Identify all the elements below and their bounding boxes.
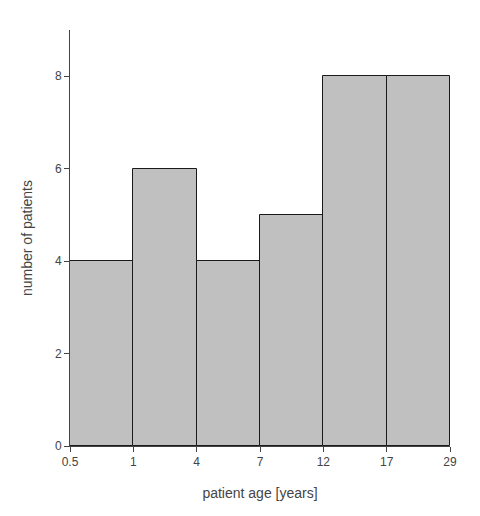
svg-text:7: 7	[257, 455, 264, 469]
svg-text:0.5: 0.5	[62, 455, 79, 469]
svg-text:patient age [years]: patient age [years]	[202, 485, 317, 501]
svg-text:6: 6	[55, 162, 62, 176]
svg-text:8: 8	[55, 69, 62, 83]
svg-text:4: 4	[193, 455, 200, 469]
svg-text:2: 2	[55, 347, 62, 361]
svg-text:number of patients: number of patients	[19, 180, 35, 296]
svg-text:17: 17	[380, 455, 394, 469]
svg-text:1: 1	[130, 455, 137, 469]
svg-text:29: 29	[443, 455, 457, 469]
svg-text:4: 4	[55, 254, 62, 268]
svg-text:0: 0	[55, 439, 62, 453]
svg-text:12: 12	[317, 455, 331, 469]
